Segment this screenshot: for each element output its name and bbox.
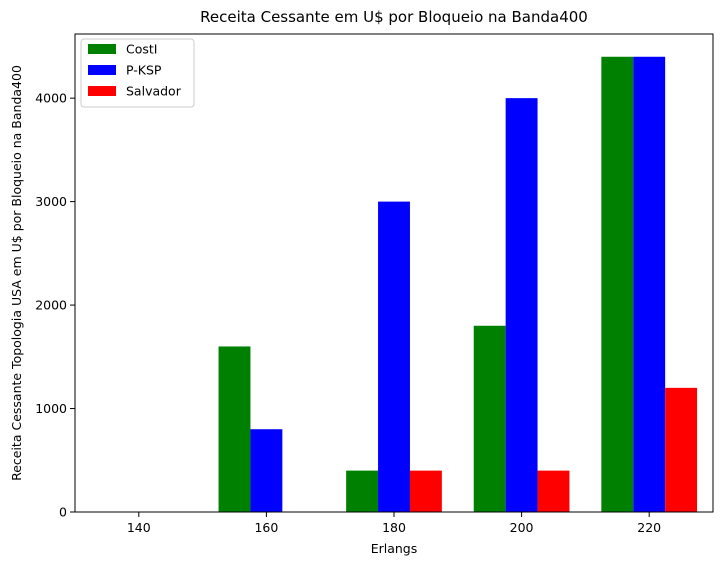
legend-swatch-salvador: [88, 86, 116, 96]
y-tick-label: 2000: [35, 298, 67, 313]
y-tick-label: 0: [59, 505, 67, 520]
x-tick-label: 220: [637, 520, 661, 535]
bar-p-ksp-200: [505, 98, 538, 512]
bars-group: [218, 56, 698, 513]
bar-p-ksp-160: [250, 429, 283, 512]
y-tick-label: 4000: [35, 91, 67, 106]
legend-label: Salvador: [126, 84, 182, 99]
legend-label: P-KSP: [126, 63, 162, 78]
x-axis-ticks: 140 160 180 200 220: [127, 512, 661, 535]
y-tick-label: 1000: [35, 401, 67, 416]
bar-costi-180: [346, 470, 379, 512]
chart-title: Receita Cessante em U$ por Bloqueio na B…: [200, 8, 588, 26]
legend-swatch-p-ksp: [88, 65, 116, 75]
legend-swatch-costi: [88, 44, 116, 54]
legend-label: CostI: [126, 42, 157, 57]
y-axis-label: Receita Cessante Topologia USA em U$ por…: [9, 65, 24, 481]
bar-salvador-200: [537, 470, 570, 512]
x-tick-label: 180: [382, 520, 406, 535]
bar-costi-200: [473, 325, 506, 512]
bar-salvador-180: [409, 470, 442, 512]
legend: CostI P-KSP Salvador: [80, 38, 195, 108]
y-axis-ticks: 0 1000 2000 3000 4000: [35, 91, 75, 520]
x-tick-label: 200: [510, 520, 534, 535]
bar-costi-160: [218, 346, 251, 512]
x-tick-label: 140: [127, 520, 151, 535]
x-tick-label: 160: [254, 520, 278, 535]
bar-salvador-220: [665, 387, 698, 512]
bar-p-ksp-220: [633, 56, 666, 513]
bar-costi-220: [601, 56, 634, 513]
x-axis-label: Erlangs: [371, 541, 418, 556]
bar-p-ksp-180: [378, 201, 410, 512]
y-tick-label: 3000: [35, 194, 67, 209]
